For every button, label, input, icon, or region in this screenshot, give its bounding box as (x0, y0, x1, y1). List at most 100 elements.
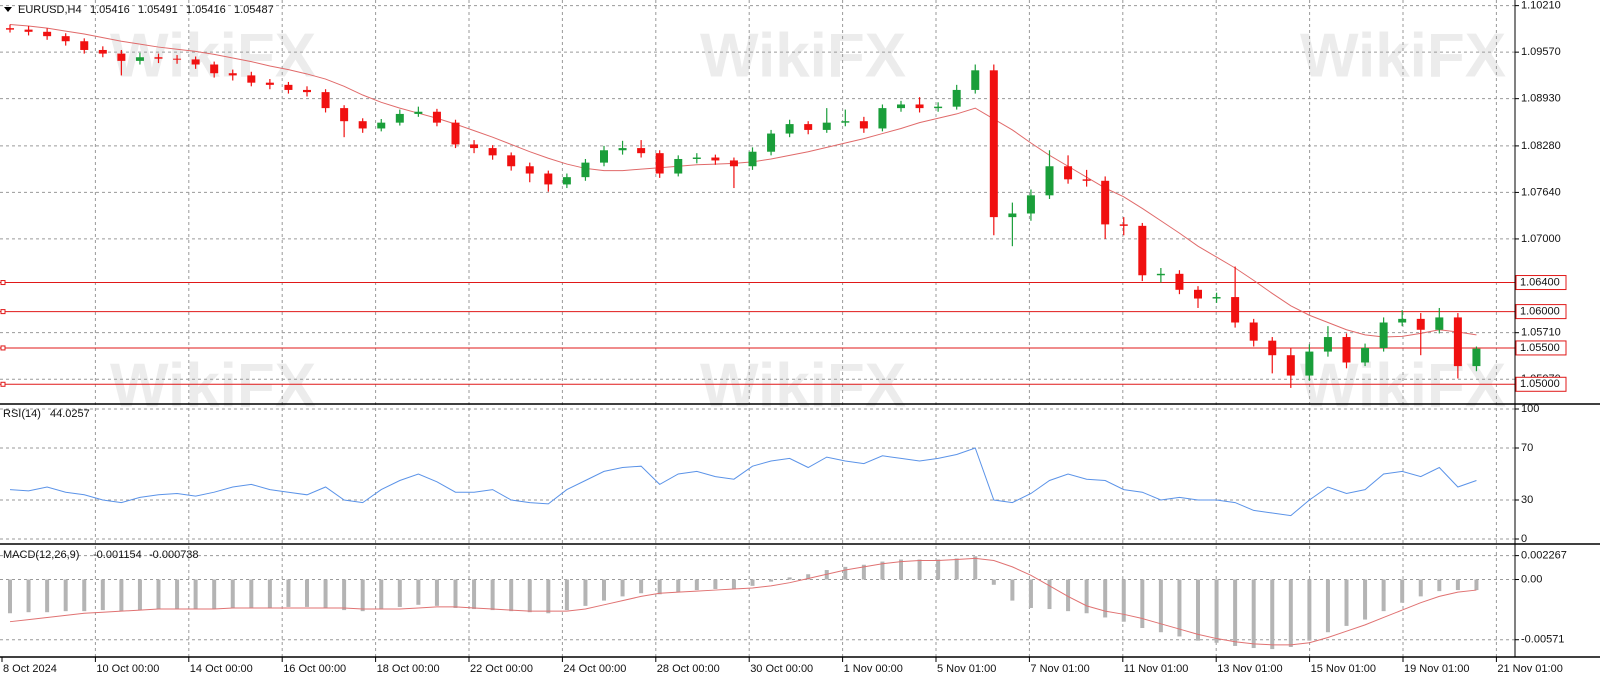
candle-body (1305, 351, 1314, 376)
candle-body (135, 57, 144, 61)
macd-bar (731, 579, 736, 590)
macd-bar (490, 579, 495, 611)
candle-body (210, 64, 219, 74)
watermark: WikiFX (110, 21, 316, 90)
candle-body (841, 121, 850, 123)
macd-bar (1103, 579, 1108, 618)
watermark: WikiFX (110, 351, 316, 420)
title-arrow (4, 7, 12, 12)
candle-body (692, 157, 701, 159)
macd-bar (26, 579, 31, 613)
y-tick-label: 0.002267 (1521, 550, 1567, 562)
macd-bar (1158, 579, 1163, 633)
candle-body (1008, 213, 1017, 218)
macd-bar (63, 579, 68, 612)
level-label-box (1515, 376, 1567, 392)
level-label: 1.05000 (1520, 378, 1560, 390)
macd-bar (323, 579, 328, 608)
candle-body (1138, 225, 1147, 276)
candle-body (414, 111, 423, 114)
macd-bar (267, 579, 272, 608)
candle-body (321, 92, 330, 109)
macd-bar (119, 579, 124, 612)
candle-body (377, 122, 386, 129)
macd-bar (397, 579, 402, 607)
macd-bar (1251, 579, 1256, 649)
macd-bar (1121, 579, 1126, 622)
macd-bar (1177, 579, 1182, 637)
candle-body (358, 121, 367, 129)
candle-body (600, 150, 608, 163)
candle-body (1045, 166, 1054, 196)
level-label-box (1515, 275, 1567, 291)
macd-bar (305, 579, 309, 607)
candle-body (525, 166, 534, 174)
panel-value: 44.0257 (50, 408, 90, 420)
rsi-line (9, 447, 1477, 517)
macd-bar (1140, 579, 1145, 629)
candle-body (1361, 347, 1370, 363)
candle-body (1286, 355, 1295, 376)
macd-bar (82, 579, 87, 612)
candle-body (488, 148, 497, 156)
macd-bar (954, 558, 959, 580)
candle-body (61, 36, 70, 42)
macd-bar (602, 579, 606, 601)
macd-bar (1400, 579, 1405, 603)
candle-body (971, 70, 980, 90)
candle-body (1416, 318, 1425, 330)
macd-bar (917, 559, 922, 580)
candle-body (284, 84, 293, 90)
header-value: 1.05487 (234, 4, 274, 16)
candle-body (1398, 318, 1407, 323)
y-tick-label: 0 (1521, 533, 1527, 545)
macd-bar (472, 579, 477, 610)
time-label: 30 Oct 00:00 (750, 663, 813, 675)
y-tick-label: 1.07640 (1521, 186, 1561, 198)
candle-body (785, 124, 794, 134)
candle-body (1175, 273, 1184, 290)
macd-bar (1084, 579, 1089, 614)
time-label: 14 Oct 00:00 (190, 663, 253, 675)
candle-body (451, 122, 460, 145)
level-label: 1.05500 (1520, 342, 1560, 354)
candle-body (1026, 195, 1035, 214)
time-label: 16 Oct 00:00 (283, 663, 346, 675)
macd-bar (620, 579, 625, 597)
candle-body (265, 82, 274, 85)
macd-bar (843, 566, 848, 580)
candle-body (173, 58, 182, 60)
macd-bar (1418, 579, 1423, 597)
time-label: 19 Nov 01:00 (1404, 663, 1469, 675)
candle-body (1156, 273, 1165, 276)
macd-bar (230, 579, 235, 608)
candle-body (711, 157, 720, 161)
y-tick-label: 1.08930 (1521, 93, 1561, 105)
macd-bar (360, 579, 365, 612)
time-label: 7 Nov 01:00 (1030, 663, 1089, 675)
candle-body (1323, 337, 1332, 352)
time-label: 11 Nov 01:00 (1124, 663, 1189, 675)
macd-bar (824, 570, 829, 580)
y-tick-label: -0.00571 (1521, 634, 1564, 646)
symbol-title: EURUSD,H4 (18, 4, 82, 16)
time-label: 24 Oct 00:00 (563, 663, 626, 675)
level-handle (0, 345, 6, 351)
macd-bar (137, 579, 142, 611)
y-tick-label: 1.08280 (1521, 140, 1561, 152)
level-label: 1.06000 (1520, 306, 1560, 318)
candle-body (1212, 297, 1221, 299)
candle-body (6, 28, 14, 30)
macd-bar (416, 579, 421, 605)
time-label: 13 Nov 01:00 (1217, 663, 1282, 675)
macd-bar (769, 579, 774, 582)
macd-bar (1010, 579, 1015, 601)
level-handle (0, 381, 6, 387)
macd-bar (861, 564, 866, 580)
panel-value: -0.001154 (93, 549, 142, 561)
macd-bar (546, 579, 551, 614)
candle-body (1064, 166, 1073, 180)
candle-body (1342, 337, 1351, 363)
header-value: 1.05416 (186, 4, 226, 16)
macd-bar (45, 579, 50, 613)
